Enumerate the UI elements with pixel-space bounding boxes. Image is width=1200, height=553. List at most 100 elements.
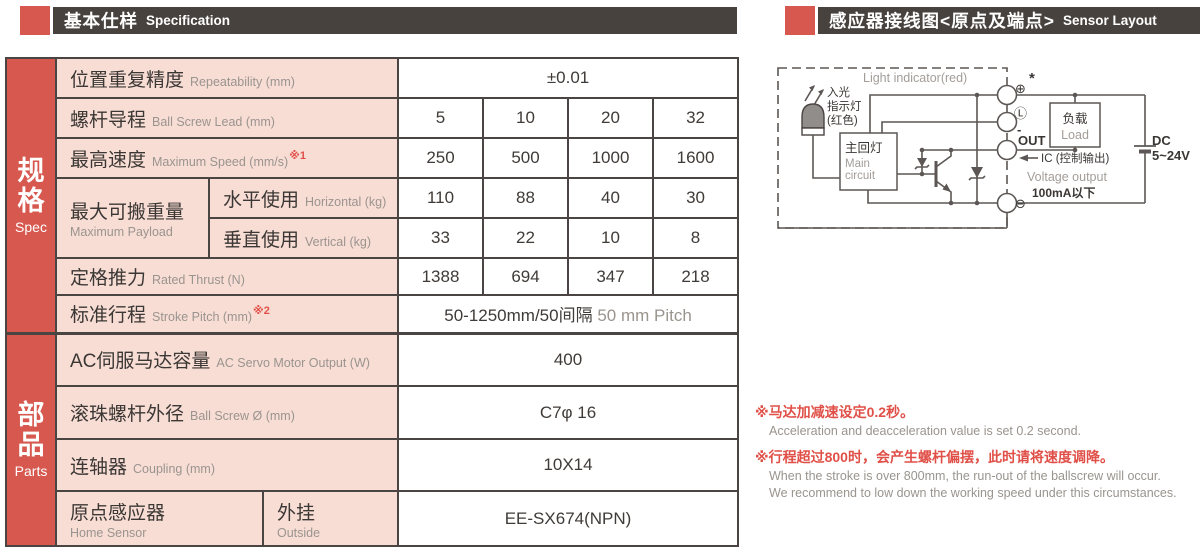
- note-zh: ※行程超过800时，会产生螺杆偏摆，此时请将速度调降。: [755, 449, 1114, 466]
- servo-motor-label: AC伺服马达容量 AC Servo Motor Output (W): [55, 331, 399, 387]
- table-row: 最大可搬重量 Maximum Payload 水平使用 Horizontal (k…: [6, 177, 740, 259]
- specification-table: 规格 Spec 位置重复精度 Repeatability (mm) ±0.01 螺…: [5, 57, 740, 547]
- led-indicator-icon: [801, 85, 825, 136]
- lead-value: 20: [567, 97, 654, 139]
- current-limit-label: 100mA以下: [1032, 186, 1095, 200]
- lead-value: 5: [397, 97, 484, 139]
- section-title-en: Sensor Layout: [1062, 13, 1157, 28]
- note-en: We recommend to low down the working spe…: [769, 485, 1177, 500]
- table-row: 标准行程 Stroke Pitch (mm)※2 50-1250mm/50间隔 5…: [6, 294, 740, 334]
- indicator-lamp-label: 指示灯: [827, 99, 862, 113]
- red-accent-square: [785, 6, 818, 35]
- speed-value: 1000: [567, 137, 654, 179]
- plus-terminal-label: ⊕: [1015, 81, 1026, 96]
- main-circuit-en-label: Main: [845, 158, 870, 170]
- terminal-minus: [996, 192, 1018, 214]
- light-indicator-label: Light indicator(red): [863, 71, 967, 85]
- thrust-value: 1388: [397, 257, 484, 296]
- coupling-value: 10X14: [396, 438, 740, 492]
- payload-v-value: 33: [397, 217, 484, 259]
- payload-h-value: 88: [482, 177, 569, 219]
- speed-value: 500: [482, 137, 569, 179]
- speed-value: 1600: [651, 137, 740, 179]
- stroke-pitch-label: 标准行程 Stroke Pitch (mm)※2: [55, 294, 399, 334]
- table-row: 垂直使用 Vertical (kg) 33 22 10 8: [6, 217, 740, 259]
- section-title-zh: 基本仕样: [64, 11, 138, 31]
- outside-label: 外挂 Outside: [262, 490, 399, 547]
- ball-screw-diameter-value: C7φ 16: [396, 385, 740, 440]
- load-en-label: Load: [1061, 128, 1089, 142]
- lead-value: 10: [482, 97, 569, 139]
- parts-section-cell: 部品 Parts: [5, 331, 57, 547]
- ic-label: IC (控制输出): [1041, 151, 1110, 165]
- ball-screw-lead-label: 螺杆导程 Ball Screw Lead (mm): [55, 97, 399, 139]
- dc-range-label: 5~24V: [1152, 148, 1190, 163]
- sensor-layout-section-header: 感应器接线图<原点及端点> Sensor Layout: [785, 6, 1200, 35]
- l-terminal-label: Ⓛ: [1014, 106, 1027, 121]
- thrust-value: 218: [651, 257, 740, 296]
- load-zh-label: 负载: [1062, 112, 1088, 126]
- payload-v-value: 10: [567, 217, 654, 259]
- max-payload-label: 最大可搬重量 Maximum Payload: [55, 177, 210, 259]
- home-sensor-value: EE-SX674(NPN): [396, 490, 740, 547]
- light-in-label: 入光: [827, 85, 850, 99]
- table-row: 螺杆导程 Ball Screw Lead (mm) 5 10 20 32: [6, 97, 740, 139]
- repeatability-label: 位置重复精度 Repeatability (mm): [55, 57, 399, 99]
- main-circuit-box: [839, 132, 898, 191]
- payload-h-value: 30: [651, 177, 740, 219]
- speed-value: 250: [397, 137, 484, 179]
- table-row: 最高速度 Maximum Speed (mm/s)※1 250 500 1000 …: [6, 137, 740, 179]
- load-box: [1049, 102, 1101, 148]
- terminal-plus: [996, 84, 1018, 106]
- thrust-value: 347: [567, 257, 654, 296]
- out-terminal-label: OUT: [1018, 133, 1046, 148]
- note-1: ※马达加减速设定0.2秒。 Acceleration and deacceler…: [755, 403, 1200, 439]
- lead-value: 32: [651, 97, 740, 139]
- section-title-en: Specification: [146, 13, 231, 28]
- note-ref-1: ※1: [289, 149, 306, 162]
- max-speed-label: 最高速度 Maximum Speed (mm/s)※1: [55, 137, 399, 179]
- table-row: 原点感应器 Home Sensor 外挂 Outside EE-SX674(NP…: [6, 490, 740, 547]
- terminal-out: [996, 139, 1018, 161]
- payload-v-value: 8: [651, 217, 740, 259]
- home-sensor-label: 原点感应器 Home Sensor: [55, 490, 264, 547]
- note-en: Acceleration and deacceleration value is…: [769, 423, 1081, 438]
- red-accent-square: [20, 6, 53, 35]
- section-title-zh: 感应器接线图<原点及端点>: [829, 11, 1055, 31]
- servo-motor-value: 400: [396, 331, 740, 387]
- ball-screw-diameter-label: 滚珠螺杆外径 Ball Screw Ø (mm): [55, 385, 399, 440]
- repeatability-value: ±0.01: [396, 57, 740, 99]
- table-row: 滚珠螺杆外径 Ball Screw Ø (mm) C7φ 16: [6, 385, 740, 440]
- rated-thrust-label: 定格推力 Rated Thrust (N): [55, 257, 399, 296]
- minus-terminal-label: ⊖: [1015, 196, 1026, 211]
- note-2: ※行程超过800时，会产生螺杆偏摆，此时请将速度调降。 When the str…: [755, 448, 1200, 501]
- payload-horizontal-label: 水平使用 Horizontal (kg): [208, 177, 399, 219]
- main-circuit-en-label: circuit: [845, 170, 876, 182]
- terminal-l: [996, 111, 1018, 133]
- main-circuit-zh-label: 主回灯: [845, 141, 883, 155]
- note-zh: ※马达加减速设定0.2秒。: [755, 404, 915, 420]
- red-color-label: (红色): [827, 113, 858, 127]
- note-ref-2: ※2: [253, 305, 270, 318]
- coupling-label: 连轴器 Coupling (mm): [55, 438, 399, 492]
- footnotes: ※马达加减速设定0.2秒。 Acceleration and deacceler…: [755, 403, 1200, 511]
- spec-section-cell: 规格 Spec: [5, 57, 57, 334]
- note-en: When the stroke is over 800mm, the run-o…: [769, 469, 1161, 484]
- thrust-value: 694: [482, 257, 569, 296]
- minus-sign-label: -: [1017, 122, 1021, 137]
- table-row: 定格推力 Rated Thrust (N) 1388 694 347 218: [6, 257, 740, 296]
- payload-v-value: 22: [482, 217, 569, 259]
- table-row: 连轴器 Coupling (mm) 10X14: [6, 438, 740, 492]
- specification-section-header: 基本仕样 Specification: [20, 6, 737, 35]
- zener-diode-icon: [971, 167, 983, 178]
- payload-h-value: 40: [567, 177, 654, 219]
- ic-arrow-icon: [1019, 154, 1028, 162]
- dc-label: DC: [1152, 133, 1171, 148]
- table-row: 部品 Parts AC伺服马达容量 AC Servo Motor Output (…: [5, 331, 740, 547]
- payload-vertical-label: 垂直使用 Vertical (kg): [208, 217, 399, 259]
- sensor-wiring-diagram: Light indicator(red) 入光 指示灯 (红色) 主回灯 Mai…: [770, 55, 1200, 247]
- stroke-value: 50-1250mm/50间隔 50 mm Pitch: [396, 294, 740, 334]
- payload-h-value: 110: [397, 177, 484, 219]
- table-row: 规格 Spec 位置重复精度 Repeatability (mm) ±0.01: [5, 57, 740, 334]
